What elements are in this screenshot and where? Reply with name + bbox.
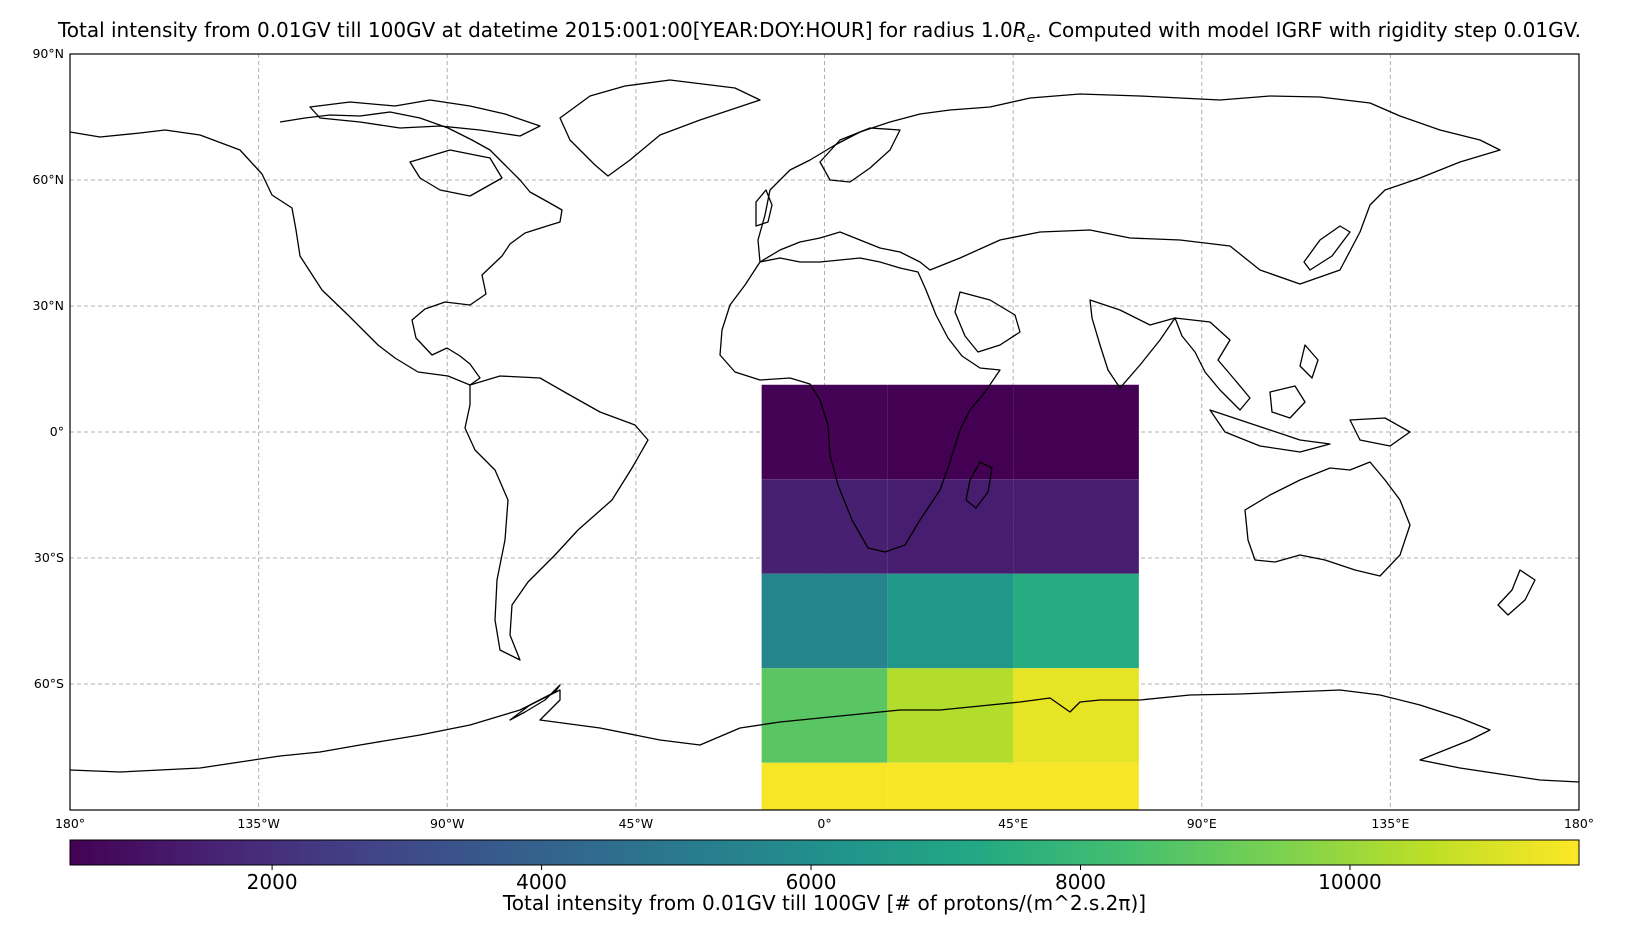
coast-south-america — [464, 375, 649, 661]
colorbar-tick-label: 4000 — [516, 870, 567, 894]
coast-new-zealand — [1497, 569, 1536, 616]
coast-hudson — [409, 149, 503, 197]
colorbar-tick-label: 10000 — [1318, 870, 1382, 894]
coast-madagascar — [965, 461, 993, 509]
title-suffix-text: . Computed with model IGRF with rigidity… — [1035, 18, 1582, 42]
lat-tick-label: 30°N — [32, 298, 64, 313]
lon-tick-label: 90°W — [430, 816, 465, 831]
map-frame — [69, 53, 1580, 811]
lat-tick-label: 60°S — [34, 676, 64, 691]
coast-arctic-islands — [309, 99, 541, 137]
coast-southeast-asia — [1174, 317, 1251, 411]
heatmap-cell — [761, 384, 888, 480]
heatmap-cell — [761, 668, 888, 763]
colorbar-ticks: 2000 4000 6000 8000 10000 — [247, 865, 1382, 894]
heatmap-cell — [887, 479, 1014, 574]
heatmap-cell — [761, 479, 888, 574]
lon-tick-label: 180° — [1564, 816, 1594, 831]
lon-tick-label: 180° — [55, 816, 85, 831]
coast-antarctic-peninsula — [509, 684, 561, 721]
coast-uk — [755, 189, 773, 227]
coast-africa — [719, 257, 1001, 553]
coast-india — [1089, 299, 1176, 389]
coast-japan — [1303, 225, 1351, 271]
coast-indonesia — [1209, 409, 1331, 453]
coast-arabia — [954, 291, 1021, 353]
title-main-text: Total intensity from 0.01GV till 100GV a… — [57, 18, 1013, 42]
heatmap-cell — [887, 668, 1014, 763]
heatmap-cell — [887, 384, 1014, 480]
coast-eurasia — [757, 93, 1501, 285]
coast-borneo — [1269, 385, 1306, 419]
colorbar-tick-label: 8000 — [1055, 870, 1106, 894]
coast-north-america — [70, 111, 563, 386]
chart-title: Total intensity from 0.01GV till 100GV a… — [0, 18, 1639, 46]
heatmap-cell — [1013, 668, 1139, 763]
lon-tick-label: 45°W — [619, 816, 654, 831]
coastlines — [70, 79, 1579, 783]
heatmap-cell — [1013, 762, 1139, 810]
coast-philippines — [1299, 344, 1319, 379]
lon-tick-label: 90°E — [1187, 816, 1217, 831]
lat-tick-label: 60°N — [32, 172, 64, 187]
lat-tick-label: 30°S — [34, 550, 64, 565]
latitude-tick-labels: 90°N 60°N 30°N 0° 30°S 60°S — [32, 46, 64, 691]
colorbar-tick-label: 2000 — [247, 870, 298, 894]
title-radius-symbol: Re — [1012, 18, 1036, 46]
heatmap-cell — [1013, 384, 1139, 480]
longitude-tick-labels: 180° 135°W 90°W 45°W 0° 45°E 90°E 135°E 180° — [55, 816, 1594, 831]
heatmap-cell — [1013, 479, 1139, 574]
heatmap-cell — [1013, 573, 1139, 669]
heatmap-cell — [761, 762, 888, 810]
coast-australia — [1244, 461, 1411, 577]
coast-antarctica — [70, 689, 1579, 783]
lon-tick-label: 0° — [817, 816, 831, 831]
heatmap-cell — [887, 762, 1014, 810]
lon-tick-label: 135°E — [1371, 816, 1409, 831]
coast-new-guinea — [1349, 417, 1411, 447]
lon-tick-label: 45°E — [998, 816, 1028, 831]
heatmap-cell — [887, 573, 1014, 669]
lon-tick-label: 135°W — [237, 816, 279, 831]
lat-tick-label: 90°N — [32, 46, 64, 61]
coast-greenland — [559, 79, 761, 177]
colorbar — [69, 839, 1580, 866]
coast-scandinavia — [819, 127, 901, 183]
heatmap-cell — [761, 573, 888, 669]
lat-tick-label: 0° — [50, 424, 64, 439]
colorbar-tick-label: 6000 — [786, 870, 837, 894]
colorbar-label: Total intensity from 0.01GV till 100GV [… — [502, 891, 1146, 915]
intensity-cells — [761, 384, 1139, 810]
